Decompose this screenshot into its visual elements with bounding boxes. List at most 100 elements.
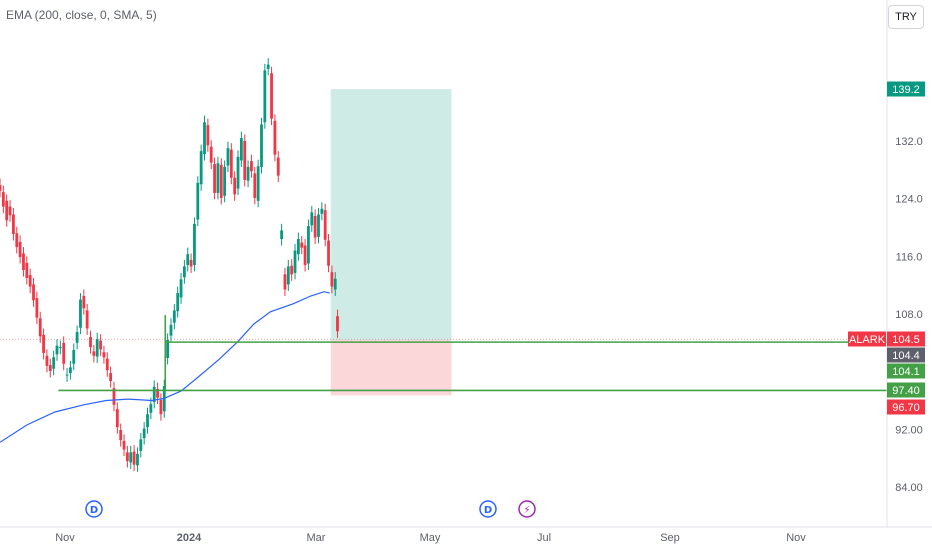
candle[interactable] <box>189 259 193 267</box>
candle[interactable] <box>186 254 190 265</box>
candle[interactable] <box>79 299 82 328</box>
dividend-icon[interactable] <box>479 500 497 518</box>
candle[interactable] <box>317 214 320 237</box>
candle[interactable] <box>219 164 223 198</box>
candle[interactable] <box>146 414 149 428</box>
candle[interactable] <box>310 212 314 226</box>
candle[interactable] <box>196 182 200 220</box>
candle[interactable] <box>199 151 203 185</box>
candle[interactable] <box>45 355 49 366</box>
candle[interactable] <box>25 262 29 278</box>
symbol-label-box[interactable] <box>848 331 886 347</box>
candle[interactable] <box>149 404 153 413</box>
candle[interactable] <box>300 242 304 248</box>
candle[interactable] <box>166 339 170 358</box>
price-label-box[interactable] <box>887 347 925 363</box>
candle[interactable] <box>82 295 86 309</box>
candle[interactable] <box>1 192 5 207</box>
candle[interactable] <box>256 166 260 201</box>
candle[interactable] <box>112 388 116 405</box>
candle[interactable] <box>286 266 290 285</box>
candle[interactable] <box>303 245 307 265</box>
candle[interactable] <box>69 367 72 374</box>
candle[interactable] <box>223 166 227 196</box>
candle[interactable] <box>209 146 213 163</box>
candle[interactable] <box>293 250 297 273</box>
candle[interactable] <box>102 352 106 358</box>
candle[interactable] <box>48 365 52 371</box>
price-label-box[interactable] <box>887 81 925 97</box>
candle[interactable] <box>5 200 9 221</box>
candle[interactable] <box>122 440 126 450</box>
candle[interactable] <box>172 310 176 323</box>
candle[interactable] <box>239 138 243 161</box>
candle[interactable] <box>129 452 133 463</box>
candle[interactable] <box>280 230 284 240</box>
candle[interactable] <box>266 64 270 69</box>
candle[interactable] <box>270 73 273 119</box>
profit-zone[interactable] <box>330 89 452 340</box>
candle[interactable] <box>226 148 230 166</box>
candle[interactable] <box>52 357 56 369</box>
candle[interactable] <box>152 386 156 402</box>
candle[interactable] <box>62 342 66 364</box>
candle[interactable] <box>38 318 42 337</box>
candle[interactable] <box>273 120 277 155</box>
candle[interactable] <box>136 453 139 466</box>
candle[interactable] <box>330 272 334 287</box>
currency-button[interactable]: TRY <box>888 5 924 29</box>
candle[interactable] <box>182 266 186 278</box>
candle[interactable] <box>85 310 89 329</box>
candle[interactable] <box>246 166 250 181</box>
candle[interactable] <box>276 157 280 176</box>
candle[interactable] <box>22 253 25 271</box>
candle[interactable] <box>72 350 76 364</box>
loss-zone[interactable] <box>330 339 452 396</box>
candle[interactable] <box>283 274 287 290</box>
candle[interactable] <box>216 163 220 193</box>
candle[interactable] <box>336 316 339 332</box>
candle[interactable] <box>99 340 102 350</box>
candle[interactable] <box>176 293 180 312</box>
candle[interactable] <box>0 184 2 191</box>
candle[interactable] <box>327 240 330 266</box>
candle[interactable] <box>213 164 216 193</box>
candle[interactable] <box>313 215 317 238</box>
candle[interactable] <box>253 173 257 198</box>
candle[interactable] <box>139 439 143 451</box>
candle[interactable] <box>95 339 99 357</box>
candle[interactable] <box>18 241 22 258</box>
candle[interactable] <box>236 156 240 189</box>
candle[interactable] <box>193 223 196 265</box>
candle[interactable] <box>290 265 294 275</box>
candle[interactable] <box>296 239 300 255</box>
candle[interactable] <box>179 279 183 298</box>
candle[interactable] <box>229 149 233 178</box>
candle[interactable] <box>8 206 12 216</box>
candle[interactable] <box>250 161 253 172</box>
price-label-box[interactable] <box>887 399 925 415</box>
candle[interactable] <box>65 374 69 376</box>
candle[interactable] <box>28 275 32 287</box>
candle[interactable] <box>75 332 79 343</box>
candle[interactable] <box>55 345 59 355</box>
candle[interactable] <box>115 409 119 428</box>
candle[interactable] <box>105 358 109 371</box>
indicator-label[interactable]: EMA (200, close, 0, SMA, 5) <box>6 8 157 22</box>
candle[interactable] <box>307 226 310 264</box>
candle[interactable] <box>206 125 210 146</box>
price-label-box[interactable] <box>887 382 925 398</box>
candle[interactable] <box>125 452 129 462</box>
candle[interactable] <box>260 124 263 167</box>
candle[interactable] <box>15 233 19 247</box>
candle[interactable] <box>233 177 237 195</box>
split-icon[interactable] <box>518 500 536 518</box>
candle[interactable] <box>132 451 136 465</box>
price-label-box[interactable] <box>887 331 925 347</box>
candle[interactable] <box>89 337 92 348</box>
candle[interactable] <box>159 399 163 415</box>
ema-200-line[interactable] <box>0 291 330 443</box>
candle[interactable] <box>58 347 62 349</box>
